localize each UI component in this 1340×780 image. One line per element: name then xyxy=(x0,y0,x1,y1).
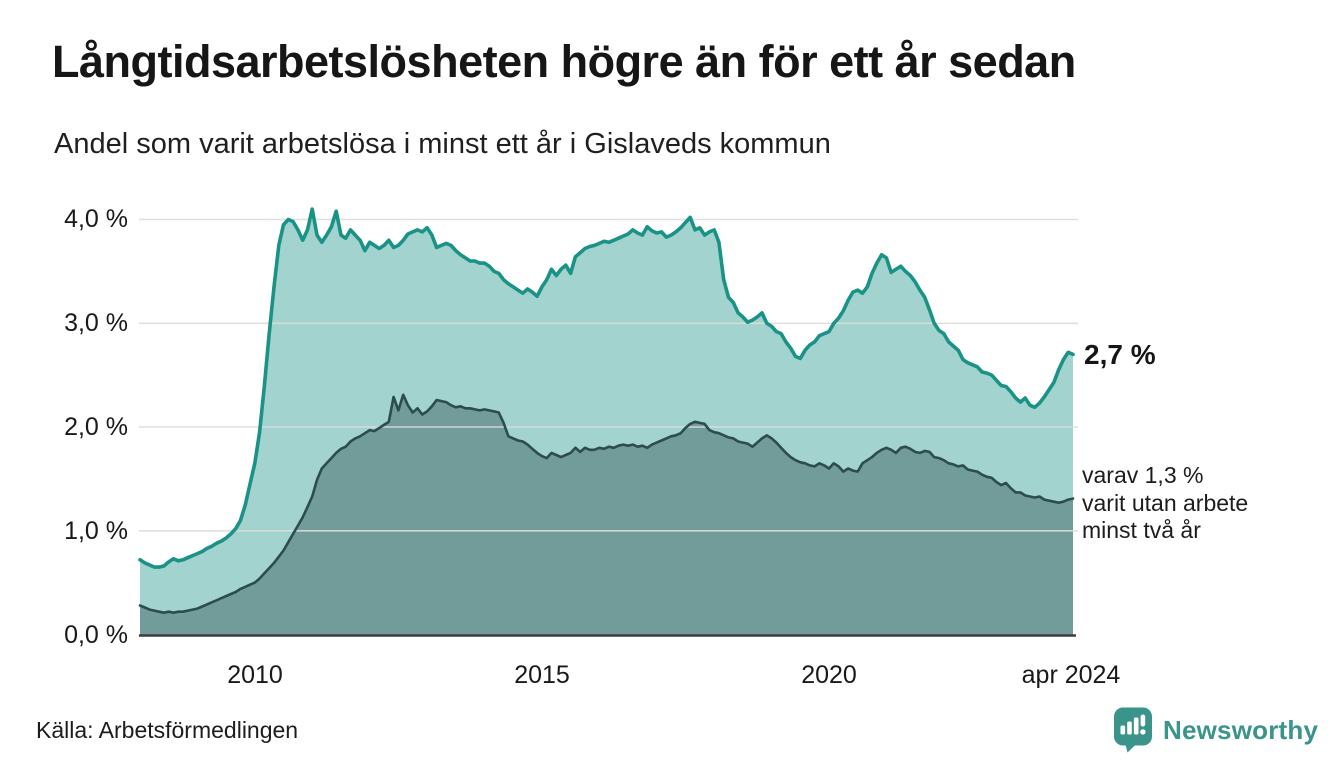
newsworthy-logo-icon xyxy=(1114,707,1152,753)
secondary-annotation: varav 1,3 % varit utan arbete minst två … xyxy=(1082,462,1332,545)
newsworthy-logo: Newsworthy xyxy=(1113,706,1318,754)
y-tick-label-3: 3,0 % xyxy=(64,309,128,337)
secondary-annotation-line-3: minst två år xyxy=(1082,517,1201,543)
secondary-annotation-line-1: varav 1,3 % xyxy=(1082,462,1204,488)
x-tick-label-2010: 2010 xyxy=(227,661,283,689)
y-tick-label-2: 2,0 % xyxy=(64,413,128,441)
newsworthy-wordmark: Newsworthy xyxy=(1163,714,1319,745)
latest-value-label: 2,7 % xyxy=(1084,339,1156,370)
y-tick-label-0: 0,0 % xyxy=(64,621,128,649)
secondary-annotation-line-2: varit utan arbete xyxy=(1082,489,1249,516)
source-label: Källa: Arbetsförmedlingen xyxy=(36,717,299,743)
y-tick-label-4: 4,0 % xyxy=(64,205,128,233)
x-tick-label-apr2024: apr 2024 xyxy=(1021,661,1121,689)
x-tick-label-2020: 2020 xyxy=(801,661,857,689)
x-tick-label-2015: 2015 xyxy=(514,661,570,689)
chart-subtitle: Andel som varit arbetslösa i minst ett å… xyxy=(54,128,831,160)
chart-title: Långtidsarbetslösheten högre än för ett … xyxy=(52,36,1076,87)
y-tick-label-1: 1,0 % xyxy=(64,517,128,545)
